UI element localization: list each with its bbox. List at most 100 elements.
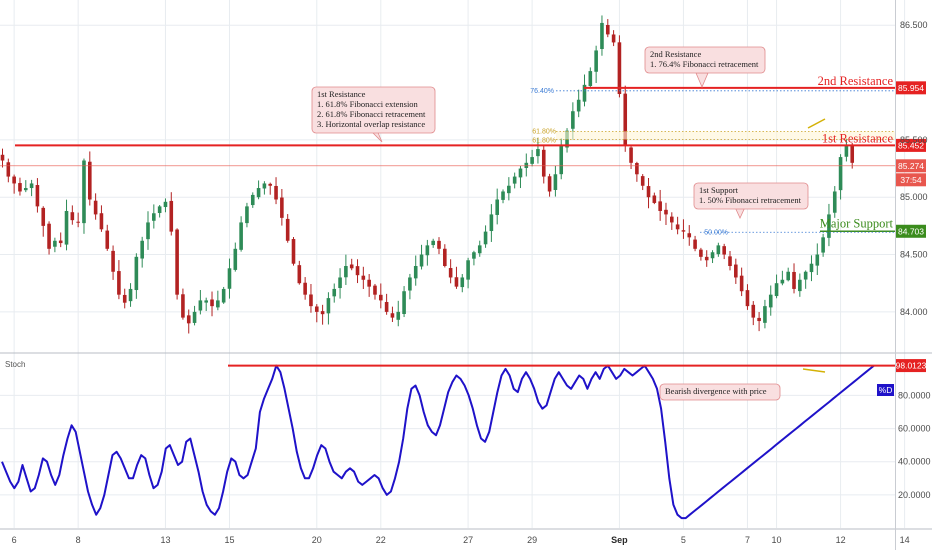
stoch-pane (1, 364, 895, 520)
price-tick: 84.000 (900, 307, 928, 317)
svg-text:1st Resistance: 1st Resistance (317, 89, 366, 99)
candle (18, 177, 22, 196)
candle (530, 149, 534, 167)
candle (268, 182, 273, 195)
candle (105, 224, 110, 251)
time-axis[interactable]: 6 8 13 15 20 22 27 29 Sep 5 7 10 12 14 (12, 535, 910, 545)
candle (280, 188, 284, 226)
support-price-tag: 84.703 (896, 224, 926, 238)
candle (553, 165, 558, 197)
stoch-level-tag: 98.0123 (896, 359, 927, 373)
divergence-marker-price (807, 118, 826, 129)
candle (472, 250, 476, 266)
price-tick: 86.500 (900, 20, 928, 30)
candle (780, 270, 785, 286)
candle (53, 237, 57, 253)
candle (117, 260, 121, 300)
svg-text:2nd Resistance: 2nd Resistance (650, 49, 701, 59)
candle (664, 202, 668, 225)
candle (699, 247, 703, 261)
candle (413, 255, 418, 286)
candle (262, 181, 267, 195)
svg-text:3. Horizontal overlap resistan: 3. Horizontal overlap resistance (317, 119, 425, 129)
price-tick: 85.500 (900, 135, 928, 145)
time-tick: 22 (376, 535, 386, 545)
candle (588, 67, 593, 88)
candle (728, 250, 732, 271)
candle (233, 242, 238, 272)
candle (99, 205, 104, 232)
candle (64, 199, 69, 251)
price-axis[interactable]: 84.000 84.500 85.000 85.500 86.500 (900, 20, 928, 317)
candle (402, 286, 406, 318)
candle (448, 259, 453, 284)
candle (600, 15, 604, 56)
price-tick: 85.000 (900, 192, 928, 202)
candle (0, 148, 5, 168)
candle (6, 158, 11, 183)
candle (47, 221, 51, 255)
svg-text:1. 76.4% Fibonacci retracement: 1. 76.4% Fibonacci retracement (650, 59, 759, 69)
time-tick: 5 (681, 535, 686, 545)
candle (431, 238, 435, 248)
candle (629, 146, 633, 169)
candle (838, 154, 843, 200)
candle (146, 211, 150, 250)
candle (239, 216, 243, 252)
candle (670, 212, 674, 230)
candle (635, 161, 639, 182)
candle (175, 228, 179, 300)
candle (373, 283, 377, 300)
candle (477, 240, 482, 257)
candle (541, 145, 546, 184)
candle (367, 274, 371, 297)
candle (425, 239, 430, 266)
candle (157, 204, 162, 218)
time-tick: 8 (76, 535, 81, 545)
candle (303, 277, 307, 300)
candle (489, 204, 494, 242)
candle (646, 177, 651, 209)
candle (547, 173, 552, 197)
candle (693, 235, 697, 252)
candle (658, 189, 662, 221)
candle (93, 193, 98, 220)
svg-text:1. 61.8% Fibonacci extension: 1. 61.8% Fibonacci extension (317, 99, 419, 109)
svg-text:37:54: 37:54 (900, 175, 922, 185)
candle (76, 212, 80, 228)
support-title: Major Support (820, 216, 894, 230)
candle (163, 198, 168, 213)
price-levels: 76.40% 61.80% 61.80% 50.00% 2nd Resistance 1s… (0, 74, 927, 373)
candle (41, 206, 46, 237)
time-tick: 6 (12, 535, 17, 545)
candle (250, 192, 255, 208)
candle (809, 255, 814, 282)
candle (408, 273, 412, 300)
candle (355, 259, 360, 284)
time-tick: 29 (527, 535, 537, 545)
candle (379, 283, 383, 309)
candle (576, 89, 581, 118)
candle (390, 306, 395, 322)
candle (198, 290, 203, 315)
candle (536, 137, 540, 164)
fib-label: 61.80% (532, 128, 556, 135)
svg-text:Bearish divergence with price: Bearish divergence with price (665, 386, 767, 396)
stoch-tick: 60.0000 (898, 424, 931, 434)
svg-text:85.452: 85.452 (898, 140, 924, 150)
time-tick: 12 (836, 535, 846, 545)
price-tick: 84.500 (900, 250, 928, 260)
candle (524, 153, 529, 177)
stoch-axis[interactable]: 20.0000 40.0000 60.0000 80.0000 %D (877, 384, 931, 500)
divergence-marker-stoch (802, 368, 826, 373)
candle (512, 172, 517, 189)
stoch-tick: 40.0000 (898, 457, 931, 467)
candle (815, 243, 820, 276)
svg-text:2. 61.8% Fibonacci retracement: 2. 61.8% Fibonacci retracement (317, 109, 426, 119)
candle (35, 178, 40, 213)
candle (245, 202, 249, 228)
candle (111, 245, 115, 280)
candle (507, 177, 511, 201)
